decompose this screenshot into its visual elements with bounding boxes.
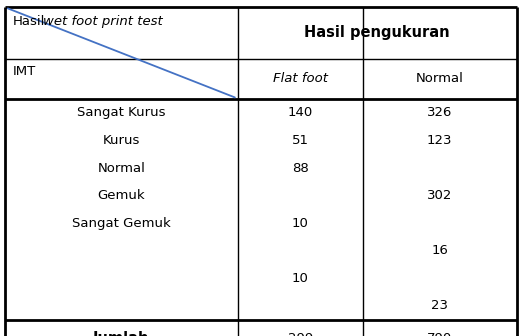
Text: wet foot print test: wet foot print test xyxy=(43,15,162,28)
Text: 10: 10 xyxy=(292,217,309,229)
Text: Gemuk: Gemuk xyxy=(98,189,145,202)
Text: Normal: Normal xyxy=(416,73,464,85)
Text: 302: 302 xyxy=(427,189,453,202)
Text: 123: 123 xyxy=(427,134,453,147)
Text: IMT: IMT xyxy=(13,65,37,78)
Text: Sangat Gemuk: Sangat Gemuk xyxy=(72,217,171,229)
Text: Jumlah: Jumlah xyxy=(93,331,150,336)
Text: Flat foot: Flat foot xyxy=(272,73,328,85)
Text: Sangat Kurus: Sangat Kurus xyxy=(77,107,165,119)
Text: 326: 326 xyxy=(427,107,453,119)
Text: 140: 140 xyxy=(288,107,313,119)
Text: 23: 23 xyxy=(431,299,448,312)
Text: 10: 10 xyxy=(292,272,309,285)
Text: Kurus: Kurus xyxy=(103,134,140,147)
Text: 88: 88 xyxy=(292,162,309,174)
Text: Hasil: Hasil xyxy=(13,15,45,28)
Text: 790: 790 xyxy=(427,332,453,336)
Text: 299: 299 xyxy=(288,332,313,336)
Text: 16: 16 xyxy=(431,244,448,257)
Text: Normal: Normal xyxy=(98,162,145,174)
Text: Hasil pengukuran: Hasil pengukuran xyxy=(304,25,450,40)
Text: 51: 51 xyxy=(292,134,309,147)
